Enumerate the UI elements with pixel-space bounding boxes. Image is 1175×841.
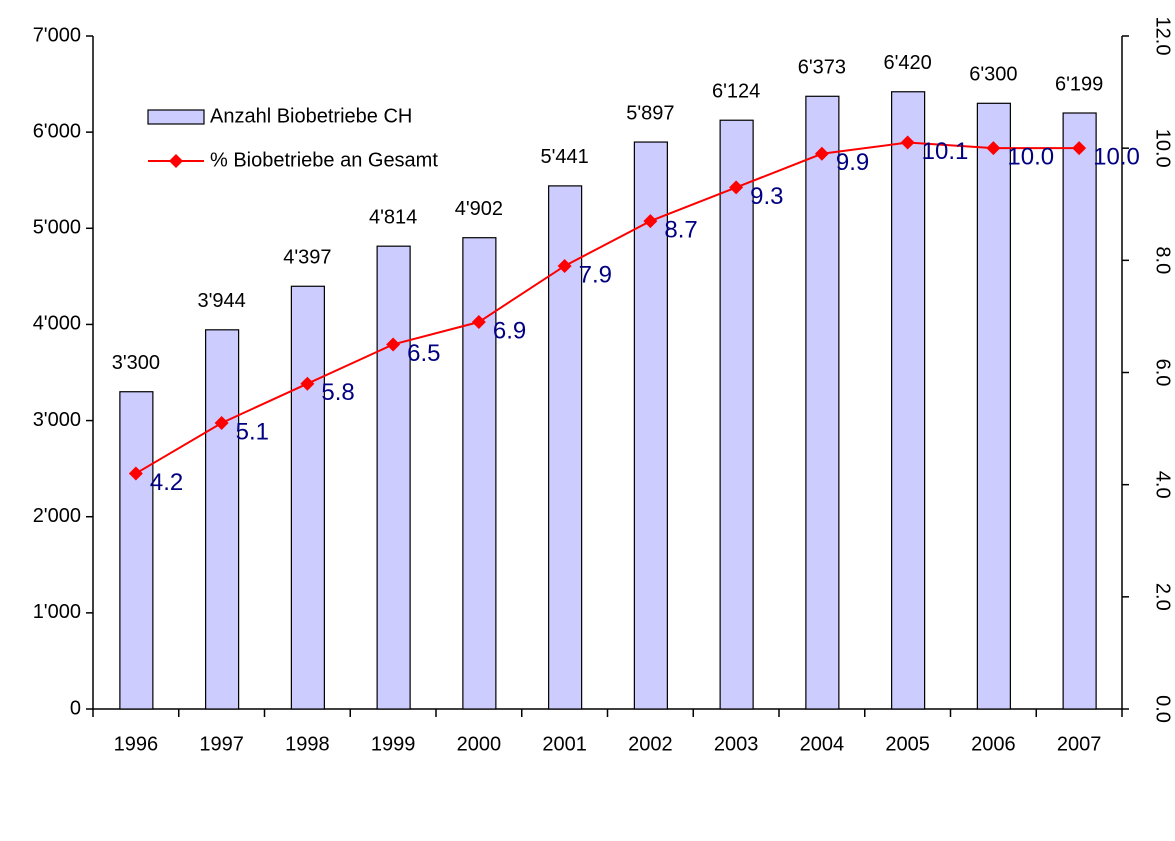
line-label: 10.0 — [1093, 144, 1140, 171]
marker — [986, 141, 1001, 156]
y-tick-label: 6'000 — [33, 120, 81, 142]
bar-label: 6'124 — [712, 81, 760, 103]
line-label: 10.0 — [1007, 144, 1054, 171]
bar-label: 4'902 — [455, 198, 503, 220]
y-tick-label: 0 — [70, 697, 81, 719]
bar-label: 6'300 — [969, 64, 1017, 86]
bar-label: 3'300 — [112, 352, 160, 374]
bar-label: 5'897 — [626, 102, 674, 124]
line-label: 6.9 — [493, 317, 526, 344]
bar — [633, 141, 668, 710]
legend-marker — [169, 154, 183, 168]
marker — [643, 214, 658, 229]
bar — [805, 95, 840, 710]
x-tick-label: 1999 — [371, 733, 416, 755]
marker — [1072, 141, 1087, 156]
bar — [205, 329, 240, 710]
y-tick-label: 1'000 — [33, 601, 81, 623]
bar-label: 6'373 — [798, 57, 846, 79]
line-label: 9.9 — [836, 149, 869, 176]
marker — [814, 146, 829, 161]
y2-tick-label: 4.0 — [1152, 471, 1174, 499]
x-tick-label: 2003 — [714, 733, 759, 755]
bar-label: 5'441 — [540, 146, 588, 168]
x-tick-label: 2002 — [628, 733, 673, 755]
marker — [214, 415, 229, 430]
y-tick-label: 3'000 — [33, 409, 81, 431]
line-label: 8.7 — [664, 216, 697, 243]
marker — [471, 315, 486, 330]
x-tick-label: 2005 — [885, 733, 930, 755]
x-tick-label: 2007 — [1057, 733, 1102, 755]
line-label: 6.5 — [407, 340, 440, 367]
x-tick-label: 2001 — [542, 733, 587, 755]
y2-tick-label: 0.0 — [1152, 695, 1174, 723]
bar — [290, 285, 325, 710]
y-tick-label: 2'000 — [33, 505, 81, 527]
x-tick-label: 2006 — [971, 733, 1016, 755]
marker — [128, 466, 143, 481]
legend-label: Anzahl Biobetriebe CH — [210, 105, 412, 127]
bar-label: 6'199 — [1055, 73, 1103, 95]
bar — [462, 237, 497, 710]
x-tick-label: 1996 — [114, 733, 159, 755]
y-tick-label: 4'000 — [33, 313, 81, 335]
y2-tick-label: 8.0 — [1152, 246, 1174, 274]
legend-label: % Biobetriebe an Gesamt — [210, 149, 438, 171]
bar — [1062, 112, 1097, 710]
marker — [729, 180, 744, 195]
x-tick-label: 1998 — [285, 733, 330, 755]
x-tick-label: 2000 — [457, 733, 502, 755]
line — [135, 141, 1080, 475]
line-label: 5.1 — [236, 418, 269, 445]
bar — [976, 102, 1011, 710]
bar-label: 3'944 — [197, 290, 245, 312]
bar-label: 4'814 — [369, 206, 417, 228]
line-label: 7.9 — [579, 261, 612, 288]
bar — [719, 119, 754, 710]
x-tick-label: 1997 — [199, 733, 244, 755]
y2-tick-label: 6.0 — [1152, 359, 1174, 387]
legend-swatch — [147, 109, 205, 125]
y2-tick-label: 10.0 — [1152, 129, 1174, 168]
y-tick-label: 7'000 — [33, 24, 81, 46]
y-tick-label: 5'000 — [33, 217, 81, 239]
y2-tick-label: 12.0 — [1152, 17, 1174, 56]
marker — [386, 337, 401, 352]
bar — [119, 391, 154, 710]
line-label: 9.3 — [750, 183, 783, 210]
marker — [300, 376, 315, 391]
y2-tick-label: 2.0 — [1152, 583, 1174, 611]
bar — [376, 245, 411, 710]
bar-label: 4'397 — [283, 247, 331, 269]
line-label: 4.2 — [150, 469, 183, 496]
marker — [900, 135, 915, 150]
x-tick-label: 2004 — [800, 733, 845, 755]
line-label: 10.1 — [922, 138, 969, 165]
marker — [557, 258, 572, 273]
bar — [891, 91, 926, 710]
line-label: 5.8 — [321, 379, 354, 406]
bar-label: 6'420 — [883, 52, 931, 74]
